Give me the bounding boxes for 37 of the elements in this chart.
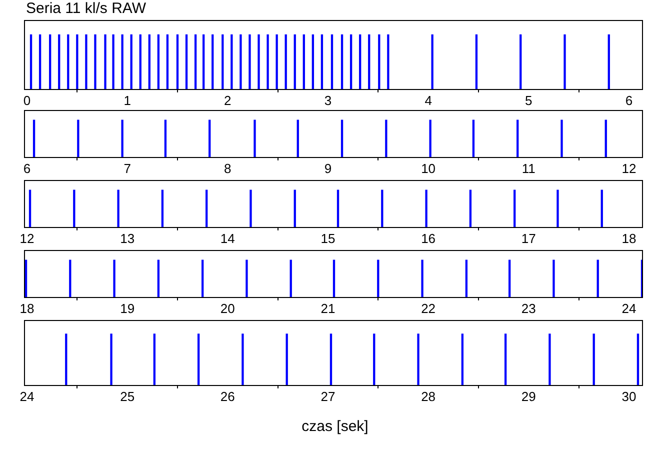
- x-tick-label: 29: [521, 388, 536, 404]
- x-tick-label: 30: [622, 388, 636, 404]
- x-tick-label: 3: [324, 92, 332, 108]
- x-tick-label: 18: [622, 230, 636, 246]
- x-tick-label: 27: [320, 388, 336, 404]
- x-tick-label: 17: [521, 230, 536, 246]
- x-tick-label: 6: [625, 92, 633, 108]
- x-axis-title: czas [sek]: [300, 418, 370, 435]
- x-tick-label: 11: [522, 160, 536, 176]
- x-tick-label: 8: [224, 160, 232, 176]
- x-tick-label: 22: [421, 300, 436, 316]
- x-tick-label: 10: [421, 160, 436, 176]
- x-tick-label: 7: [124, 160, 131, 176]
- x-tick-label: 19: [120, 300, 135, 316]
- x-tick-label: 6: [23, 160, 31, 176]
- x-tick-label: 16: [421, 230, 436, 246]
- x-tick-label: 18: [20, 300, 34, 316]
- x-tick-label: 15: [320, 230, 336, 246]
- x-tick-label: 24: [622, 300, 636, 316]
- x-tick-label: 4: [424, 92, 432, 108]
- x-tick-label: 9: [324, 160, 332, 176]
- x-tick-label: 25: [120, 388, 135, 404]
- x-tick-label: 26: [220, 388, 235, 404]
- x-tick-label: 5: [525, 92, 532, 108]
- x-tick-label: 2: [224, 92, 232, 108]
- x-tick-label: 12: [622, 160, 636, 176]
- x-tick-label: 28: [421, 388, 436, 404]
- x-tick-label: 20: [220, 300, 235, 316]
- x-tick-label: 0: [23, 92, 31, 108]
- x-tick-label: 1: [124, 92, 131, 108]
- x-tick-label: 24: [20, 388, 34, 404]
- chart-title: Seria 11 kl/s RAW: [26, 0, 146, 17]
- x-tick-label: 13: [120, 230, 135, 246]
- x-tick-label: 14: [220, 230, 235, 246]
- x-tick-label: 23: [521, 300, 536, 316]
- x-tick-label: 12: [20, 230, 34, 246]
- x-tick-label: 21: [320, 300, 336, 316]
